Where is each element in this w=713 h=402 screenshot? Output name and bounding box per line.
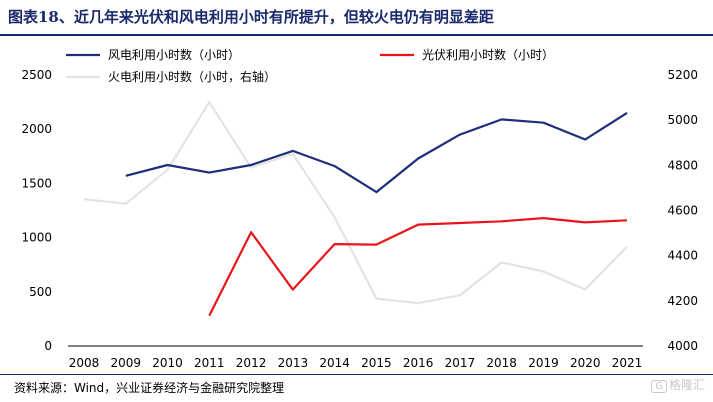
y2-tick-label: 5000 [667,113,698,127]
y-tick-label: 1500 [21,176,52,190]
y-tick-label: 1000 [21,231,52,245]
y2-tick-label: 4000 [667,339,698,353]
x-tick-label: 2021 [612,356,643,370]
axes-layer: 2008 2009 2010 2011 2012 2013 2014 2015 2016 2017… [21,68,698,370]
legend-label: 风电利用小时数（小时） [108,47,240,62]
watermark-text: 格隆汇 [668,378,705,392]
x-tick-label: 2008 [69,356,100,370]
y-tick-label: 500 [29,285,52,299]
line-chart: 2008 2009 2010 2011 2012 2013 2014 2015 2016 2017… [21,47,698,370]
series-line-0 [125,111,628,194]
y-tick-label: 2500 [21,68,52,82]
x-tick-label: 2017 [445,356,476,370]
series-line-1 [208,217,628,317]
x-tick-label: 2012 [236,356,267,370]
chart-title: 图表18、近几年来光伏和风电利用小时有所提升，但较火电仍有明显差距 [8,8,494,26]
watermark: G 格隆汇 [651,376,705,393]
legend-label: 火电利用小时数（小时，右轴） [108,69,276,84]
legend-label: 光伏利用小时数（小时） [422,47,554,62]
series-line-2 [83,100,628,305]
x-tick-label: 2015 [361,356,392,370]
x-tick-label: 2011 [194,356,225,370]
x-tick-label: 2019 [528,356,559,370]
series-layer [83,100,628,317]
x-tick-label: 2014 [319,356,350,370]
x-tick-label: 2010 [152,356,183,370]
y-tick-label: 0 [44,339,52,353]
y2-tick-label: 4800 [667,158,698,172]
source-note: 资料来源：Wind，兴业证券经济与金融研究院整理 [14,381,285,395]
x-tick-label: 2020 [570,356,601,370]
y2-tick-label: 4600 [667,204,698,218]
x-tick-label: 2009 [110,356,141,370]
y2-tick-label: 4400 [667,249,698,263]
y2-tick-label: 5200 [667,68,698,82]
y-tick-label: 2000 [21,122,52,136]
x-tick-label: 2013 [278,356,309,370]
y2-tick-label: 4200 [667,294,698,308]
watermark-logo-icon: G [651,380,667,393]
x-tick-label: 2016 [403,356,434,370]
legend-layer: 风电利用小时数（小时） 光伏利用小时数（小时） 火电利用小时数（小时，右轴） [66,47,554,84]
footer-rule [0,374,713,375]
title-rule [0,34,713,36]
x-tick-label: 2018 [486,356,517,370]
